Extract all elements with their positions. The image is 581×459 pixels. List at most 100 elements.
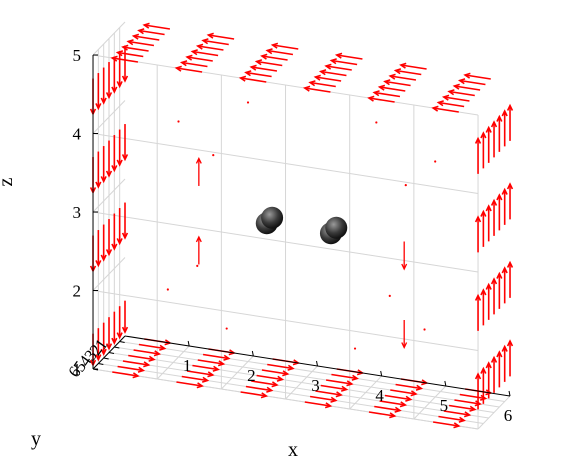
grid-line <box>98 363 484 424</box>
vector-arrow <box>95 230 102 268</box>
vector-arrow <box>313 74 342 82</box>
vector-arrow-small <box>375 121 378 124</box>
spheres <box>255 206 348 245</box>
vector-arrow <box>100 146 107 184</box>
vector-arrow <box>334 52 363 60</box>
vector-arrow <box>474 215 482 253</box>
vector-arrow <box>401 241 408 271</box>
vector-arrow <box>122 360 151 368</box>
vector-arrow <box>302 85 331 93</box>
vector-arrow <box>249 64 278 72</box>
vector-arrow <box>105 140 113 178</box>
x-axis-label: x <box>288 439 298 459</box>
vector-arrow <box>501 187 508 225</box>
vector-arrow <box>368 411 397 419</box>
vector-arrow <box>100 322 107 356</box>
vector-arrow <box>447 89 475 97</box>
vector-arrow <box>485 125 492 163</box>
vector-arrow-small <box>388 294 391 297</box>
x-tick-label: 5 <box>440 396 449 415</box>
vector-arrow <box>480 209 487 247</box>
vector-arrow <box>245 385 274 393</box>
vector-arrow <box>181 375 210 383</box>
vector-arrow <box>133 349 162 357</box>
vector-arrow <box>251 380 279 388</box>
vector-arrow <box>201 38 229 46</box>
vector-arrow-small <box>423 328 426 331</box>
vector-arrow <box>111 311 118 345</box>
vector-arrow <box>485 204 492 242</box>
vector-arrow <box>379 400 408 408</box>
vector-arrow <box>383 79 411 87</box>
vector-arrow <box>260 53 288 61</box>
vector-arrow <box>256 374 285 382</box>
grid-line <box>92 257 126 291</box>
vector-arrow <box>318 69 347 77</box>
vector-arrow <box>506 103 514 141</box>
vector-arrow <box>443 410 472 418</box>
vector-arrow <box>121 45 129 83</box>
grid-line <box>92 100 126 134</box>
vector-arrow-small <box>166 288 169 291</box>
grid-line <box>119 341 505 402</box>
vector-arrow <box>374 405 402 413</box>
vector-arrow <box>490 198 498 236</box>
vector-arrow <box>185 54 213 62</box>
vector-arrow <box>261 369 290 377</box>
vector-arrow <box>431 105 459 113</box>
vector-arrow <box>490 277 498 315</box>
vector-arrow-small <box>404 184 407 187</box>
vector-arrow <box>459 393 488 401</box>
vector-arrow <box>496 350 503 388</box>
grid-line <box>92 133 479 194</box>
vector-arrow <box>441 94 470 102</box>
y-tick <box>108 352 115 354</box>
vector-arrow <box>111 213 118 251</box>
x-tick <box>251 350 254 357</box>
vector-arrow <box>304 401 333 409</box>
vector-arrow <box>438 415 466 423</box>
vector-arrow <box>480 131 487 169</box>
vector-arrow <box>331 373 359 381</box>
vector-arrow <box>95 151 102 189</box>
vector-arrow <box>105 219 113 257</box>
vector-arrow <box>432 421 461 429</box>
vector-arrow <box>117 365 146 373</box>
vector-arrow <box>131 33 160 41</box>
x-tick <box>316 360 319 367</box>
vector-arrow <box>393 68 422 76</box>
axes <box>92 54 511 397</box>
vector-arrow <box>116 129 123 167</box>
grid-line <box>92 54 479 116</box>
x-tick-label: 4 <box>375 386 384 405</box>
vector-arrow-small <box>212 154 215 157</box>
vector-arrow <box>105 62 113 100</box>
y-axis-label: y <box>31 428 41 450</box>
grid-line <box>92 211 479 273</box>
z-axis-label: z <box>0 177 17 186</box>
vector-arrow <box>372 90 401 98</box>
grid-line <box>103 357 489 419</box>
vector-arrow-small <box>353 347 357 350</box>
vector-arrow <box>111 56 118 94</box>
vector-arrow <box>265 48 294 56</box>
vector-arrow <box>329 58 358 66</box>
vector-arrow <box>485 282 492 320</box>
vector-arrow <box>474 293 482 331</box>
vector-arrow <box>244 70 272 78</box>
vector-arrow <box>388 73 417 81</box>
vector-arrow <box>100 224 107 262</box>
grid-line <box>114 346 500 408</box>
vector-arrow <box>267 363 295 371</box>
vector-arrow <box>142 22 171 30</box>
x-tick <box>508 390 511 397</box>
vector-arrow <box>395 383 424 391</box>
vector-arrow <box>496 271 503 309</box>
vector-arrow <box>490 355 498 393</box>
vector-arrow <box>490 120 498 158</box>
vector-arrow-small <box>177 120 180 123</box>
vector-arrow <box>240 391 269 399</box>
vector-arrow <box>480 288 487 326</box>
